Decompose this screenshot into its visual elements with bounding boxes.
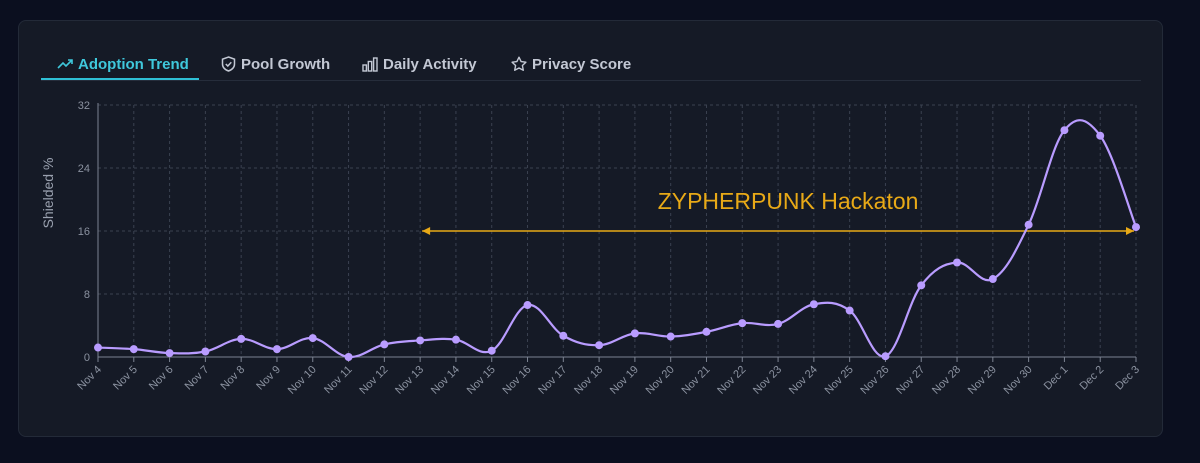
data-point[interactable]: [1060, 126, 1069, 135]
x-tick-label: Nov 20: [644, 364, 677, 397]
x-tick-label: Nov 30: [1002, 364, 1035, 397]
x-tick-label: Nov 25: [823, 364, 856, 397]
data-point[interactable]: [165, 349, 174, 358]
data-point[interactable]: [953, 258, 962, 267]
x-tick-label: Nov 6: [147, 364, 176, 393]
tab-privacy-score[interactable]: Privacy Score: [511, 49, 631, 79]
annotation-label: ZYPHERPUNK Hackaton: [658, 188, 919, 214]
tab-pool-growth[interactable]: Pool Growth: [221, 49, 330, 79]
bar-chart-icon: [362, 56, 378, 72]
tab-label: Adoption Trend: [78, 55, 189, 73]
x-tick-label: Nov 15: [465, 364, 498, 397]
data-point[interactable]: [738, 319, 747, 328]
y-tick-label: 32: [78, 100, 90, 112]
x-tick-label: Nov 16: [501, 364, 534, 397]
data-point[interactable]: [559, 331, 568, 340]
x-tick-label: Nov 27: [894, 364, 927, 397]
tab-label: Daily Activity: [383, 55, 477, 73]
data-point[interactable]: [1132, 223, 1140, 232]
data-point[interactable]: [451, 335, 460, 344]
y-tick-label: 16: [78, 226, 90, 238]
data-point[interactable]: [129, 345, 138, 354]
data-point[interactable]: [344, 353, 353, 361]
data-point[interactable]: [94, 343, 102, 352]
data-point[interactable]: [1024, 220, 1033, 229]
data-point[interactable]: [630, 329, 639, 338]
x-tick-label: Nov 18: [572, 364, 605, 397]
x-tick-label: Nov 21: [679, 364, 712, 397]
y-tick-label: 8: [84, 289, 90, 301]
x-tick-label: Nov 9: [254, 364, 283, 393]
data-point[interactable]: [774, 319, 783, 328]
active-tab-indicator: [41, 78, 199, 80]
data-points: [94, 126, 1140, 361]
x-tick-label: Nov 23: [751, 364, 784, 397]
data-point[interactable]: [201, 347, 210, 356]
tab-bar: Adoption Trend Pool Growth Daily Activit…: [41, 49, 1141, 81]
x-tick-label: Dec 2: [1078, 364, 1107, 393]
data-point[interactable]: [308, 334, 317, 343]
data-point[interactable]: [380, 340, 389, 349]
x-tick-label: Nov 19: [608, 364, 641, 397]
x-tick-label: Nov 26: [858, 364, 891, 397]
x-tick-label: Nov 10: [286, 364, 319, 397]
x-tick-label: Nov 5: [111, 364, 140, 393]
x-tick-label: Nov 12: [357, 364, 390, 397]
x-tick-label: Nov 8: [218, 364, 247, 393]
tab-label: Pool Growth: [241, 55, 331, 73]
x-tick-label: Nov 11: [322, 364, 355, 397]
tab-adoption-trend[interactable]: Adoption Trend: [57, 49, 189, 79]
x-tick-label: Nov 4: [75, 364, 104, 393]
data-point[interactable]: [809, 300, 818, 309]
x-tick-label: Nov 17: [536, 364, 569, 397]
tab-daily-activity[interactable]: Daily Activity: [362, 49, 477, 79]
shield-icon: [221, 56, 236, 72]
x-tick-label: Nov 13: [393, 364, 426, 397]
data-point[interactable]: [1096, 131, 1105, 140]
data-point[interactable]: [917, 281, 926, 290]
hackathon-annotation: ZYPHERPUNK Hackaton: [422, 188, 1134, 235]
data-point[interactable]: [881, 352, 890, 361]
data-point[interactable]: [416, 336, 425, 345]
data-point[interactable]: [523, 301, 532, 310]
data-point[interactable]: [702, 327, 711, 336]
data-point[interactable]: [666, 332, 675, 341]
data-point[interactable]: [988, 275, 997, 284]
y-tick-label: 24: [78, 163, 90, 175]
data-point[interactable]: [595, 341, 604, 350]
data-point[interactable]: [272, 345, 281, 354]
x-tick-label: Dec 3: [1113, 364, 1142, 393]
x-tick-label: Dec 1: [1042, 364, 1071, 393]
x-tick-label: Nov 7: [183, 364, 212, 393]
data-point[interactable]: [487, 346, 496, 355]
x-tick-label: Nov 29: [966, 364, 999, 397]
y-axis-title: Shielded %: [40, 158, 56, 229]
data-point[interactable]: [237, 334, 246, 343]
x-tick-label: Nov 24: [787, 364, 820, 397]
x-tick-label: Nov 22: [715, 364, 748, 397]
tab-label: Privacy Score: [532, 55, 632, 73]
y-tick-label: 0: [84, 352, 90, 364]
trending-up-icon: [57, 59, 73, 69]
x-tick-label: Nov 28: [930, 364, 963, 397]
star-icon: [511, 56, 527, 72]
series-line: [97, 119, 1138, 359]
data-point[interactable]: [845, 306, 854, 315]
x-tick-label: Nov 14: [429, 364, 462, 397]
